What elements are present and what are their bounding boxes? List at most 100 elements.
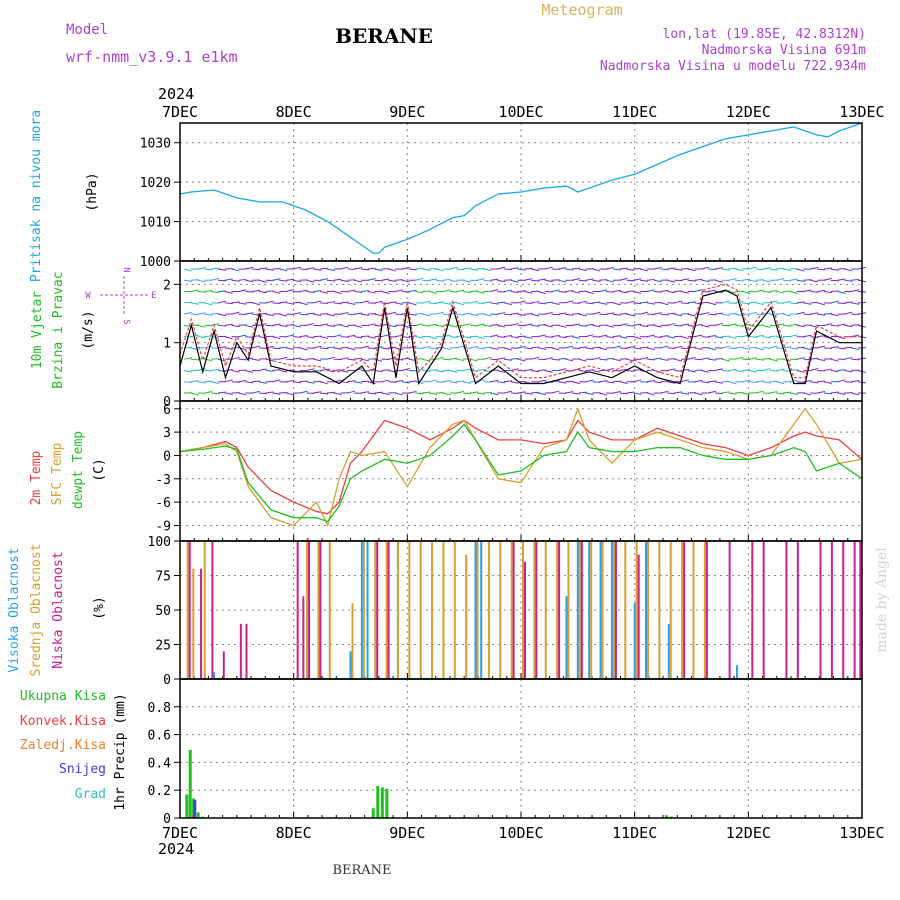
wind-barb — [680, 392, 689, 395]
wind-barb — [360, 391, 369, 394]
wind-barb — [851, 289, 860, 293]
wind-barb — [605, 324, 614, 328]
wind-barb — [190, 313, 199, 316]
wind-barb — [810, 368, 819, 371]
wind-barb — [571, 381, 580, 385]
temp-label-1: 2m Temp — [29, 450, 44, 505]
wind-barb — [817, 302, 826, 306]
precip-bar-0 — [188, 749, 192, 818]
wind-barb — [674, 313, 683, 317]
wind-barb — [517, 313, 526, 316]
wind-barb — [258, 267, 267, 270]
wind-barb — [340, 336, 349, 338]
wind-barb — [272, 368, 281, 371]
wind-barb — [422, 324, 431, 327]
wind-barb — [476, 267, 485, 270]
pressure-ytick-label: 1000 — [140, 255, 171, 270]
wind-barb — [851, 379, 860, 383]
date-label-top: 11DEC — [612, 103, 657, 121]
wind-barb — [333, 324, 342, 326]
wind-barb — [728, 347, 737, 350]
wind-barb — [544, 266, 553, 270]
wind-barb — [640, 346, 649, 349]
wind-barb — [789, 334, 798, 338]
wind-barb — [633, 336, 642, 340]
wind-barb — [612, 313, 621, 316]
wind-barb — [667, 336, 676, 339]
wind-barb — [435, 324, 444, 328]
temp-label-3: dewpt Temp — [71, 431, 86, 509]
wind-barb — [782, 313, 792, 317]
wind-barb — [279, 346, 288, 349]
wind-barb — [428, 291, 437, 294]
year-bottom: 2024 — [158, 840, 194, 858]
wind-barb — [823, 368, 832, 371]
wind-barb — [680, 267, 690, 270]
wind-barb — [217, 300, 226, 304]
wind-barb — [333, 291, 342, 295]
wind-barb — [279, 356, 288, 360]
wind-barb — [306, 381, 315, 384]
wind-barb — [211, 267, 220, 270]
wind-barb — [694, 347, 703, 350]
wind-barb — [571, 392, 581, 395]
wind-barb — [231, 301, 240, 304]
wind-barb — [817, 335, 826, 338]
wind-barb — [660, 289, 669, 293]
wind-barb — [381, 334, 390, 338]
wind-barb — [435, 279, 444, 282]
wind-barb — [204, 289, 213, 293]
precip-bar-0 — [371, 808, 375, 818]
wind-barb — [354, 291, 363, 293]
wind-barb — [606, 336, 615, 339]
wind-barb — [578, 369, 587, 373]
wind-barb — [578, 300, 587, 304]
wind-barb — [837, 278, 846, 281]
wind-barb — [299, 289, 308, 293]
date-label-bottom: 10DEC — [498, 824, 543, 842]
wind-barb — [354, 324, 363, 328]
wind-barb — [714, 267, 724, 270]
wind-barb — [558, 279, 567, 283]
wind-barb — [619, 347, 628, 349]
wind-barb — [810, 324, 819, 328]
wind-barb — [217, 324, 227, 327]
wind-barb — [497, 266, 506, 270]
wind-barb — [497, 279, 506, 283]
precip-bar-0 — [376, 786, 380, 818]
wind-barb — [231, 279, 240, 282]
wind-barb — [442, 358, 451, 361]
wind-barb — [313, 358, 322, 362]
wind-barb — [326, 268, 335, 272]
wind-barb — [755, 313, 764, 316]
wind-barb — [408, 335, 417, 338]
wind-barb — [531, 346, 540, 349]
wind-barb — [674, 324, 683, 327]
wind-barb — [837, 347, 846, 350]
wind-barb — [599, 289, 608, 293]
wind-barb — [326, 369, 335, 373]
wind-barb — [592, 381, 601, 383]
wind-barb — [817, 358, 826, 362]
wind-barb — [326, 313, 335, 317]
wind-barb — [238, 358, 247, 361]
wind-barb — [701, 324, 710, 328]
wind-barb — [388, 268, 397, 272]
wind-barb — [823, 277, 832, 281]
compass-n: N — [121, 267, 131, 272]
wind-barb — [408, 302, 417, 306]
wind-barb — [599, 358, 608, 361]
wind-ytick-label: 2 — [163, 278, 171, 293]
wind-barb — [340, 324, 349, 328]
wind-barb — [708, 302, 717, 306]
wind-barb — [360, 290, 370, 293]
wind-barb — [429, 302, 438, 305]
wind-barb — [708, 313, 717, 316]
wind-barb — [748, 279, 758, 283]
wind-barb — [333, 347, 342, 350]
wind-barb — [660, 345, 669, 349]
wind-barb — [619, 323, 628, 326]
wind-barb — [320, 278, 329, 281]
wind-barb — [605, 279, 615, 283]
wind-barb — [299, 358, 308, 361]
